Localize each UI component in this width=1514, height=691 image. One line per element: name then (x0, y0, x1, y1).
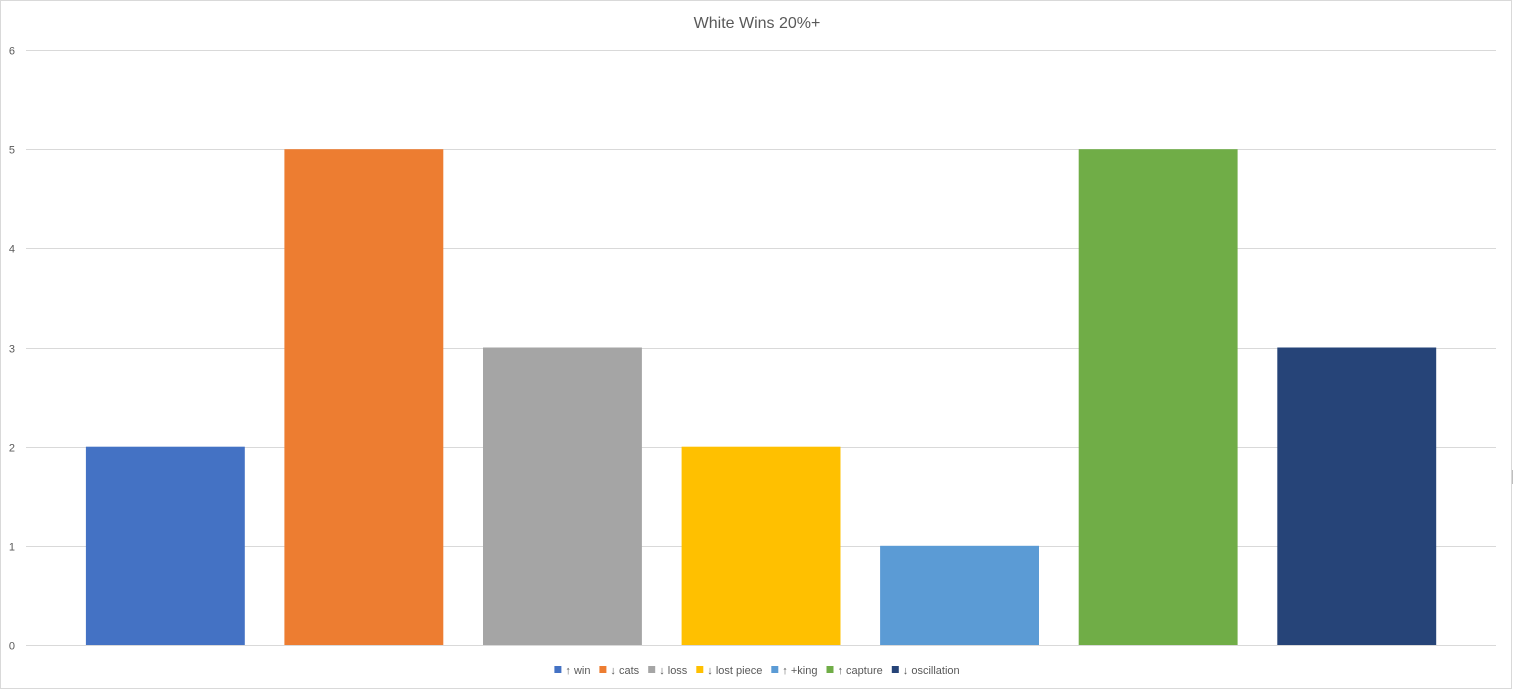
legend: ↑ win ↓ cats ↓ loss ↓ lost piece ↑ +king ↑ ca… (554, 665, 960, 677)
legend-label: ↓ oscillation (903, 665, 960, 677)
legend-swatch (891, 666, 899, 673)
bar[interactable] (284, 149, 444, 645)
legend-label: ↓ lost piece (707, 665, 762, 677)
bar[interactable] (880, 545, 1039, 645)
gridlines (26, 50, 1496, 547)
y-tick-label: 1 (9, 542, 15, 554)
legend-item[interactable]: ↓ cats (599, 665, 640, 677)
bar[interactable] (1078, 149, 1238, 645)
legend-swatch (696, 666, 704, 673)
y-axis-ticks: 0 1 2 3 4 5 6 (9, 46, 15, 653)
y-tick-label: 2 (9, 443, 15, 455)
legend-label: ↓ cats (610, 665, 639, 677)
bar[interactable] (85, 446, 245, 645)
legend-item[interactable]: ↓ oscillation (891, 665, 960, 677)
legend-item[interactable]: ↓ loss (648, 665, 688, 677)
legend-item[interactable]: ↑ +king (771, 665, 817, 677)
y-tick-label: 3 (9, 344, 15, 356)
legend-item[interactable]: ↑ win (554, 665, 590, 677)
legend-swatch (648, 666, 656, 673)
bar[interactable] (681, 446, 841, 645)
legend-label: ↑ +king (782, 665, 817, 677)
legend-label: ↑ win (565, 665, 590, 677)
legend-label: ↓ loss (659, 665, 688, 677)
legend-item[interactable]: ↓ lost piece (696, 665, 762, 677)
chart-resize-handle[interactable] (1512, 470, 1513, 484)
y-tick-label: 4 (9, 244, 15, 256)
legend-label: ↑ capture (838, 665, 883, 677)
legend-swatch (599, 666, 607, 673)
legend-swatch (554, 666, 562, 673)
bars (85, 149, 1437, 646)
chart-title: White Wins 20%+ (694, 15, 821, 32)
bar[interactable] (483, 347, 642, 646)
y-tick-label: 6 (9, 46, 15, 58)
legend-swatch (771, 666, 779, 673)
y-tick-label: 0 (9, 641, 15, 653)
y-tick-label: 5 (9, 145, 15, 157)
legend-swatch (826, 666, 834, 673)
bar[interactable] (1277, 347, 1437, 646)
legend-item[interactable]: ↑ capture (826, 665, 883, 677)
